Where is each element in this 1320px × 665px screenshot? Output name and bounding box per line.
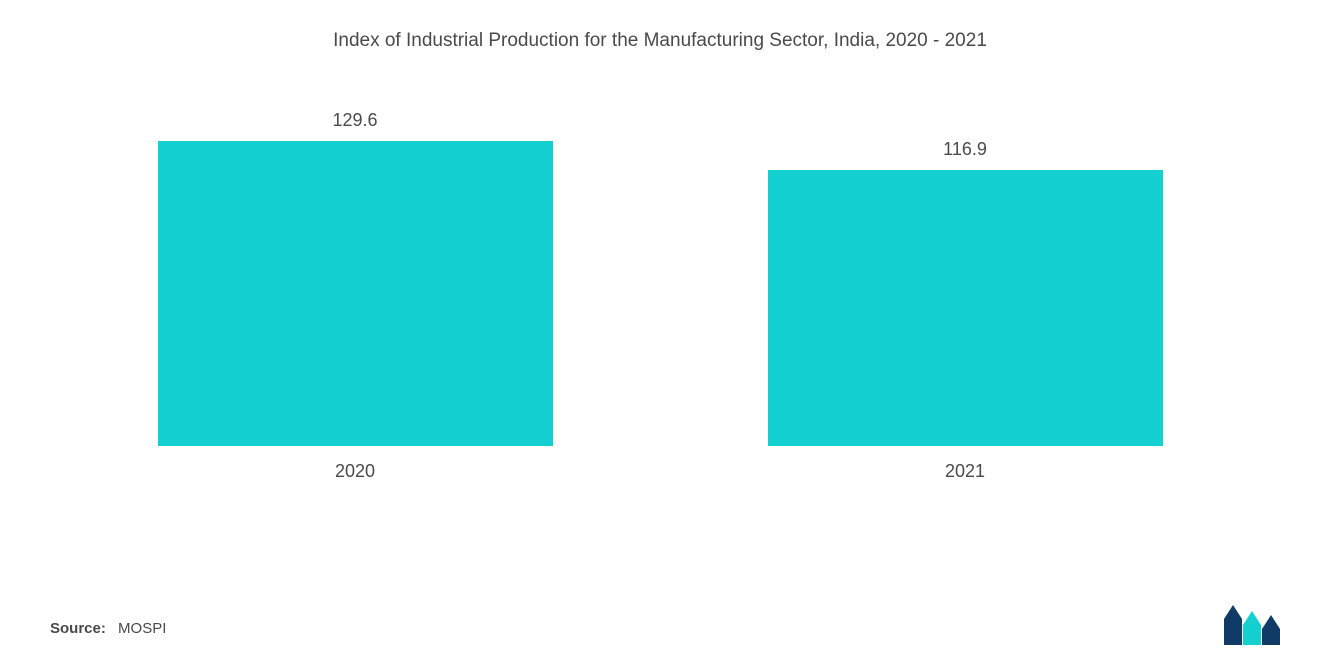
bar-group-2020: 129.6 2020 [158,110,553,482]
source-value: MOSPI [118,620,166,637]
source-label: Source: [50,620,106,637]
bar-value-label: 129.6 [332,110,377,131]
chart-title: Index of Industrial Production for the M… [50,30,1270,52]
source-attribution: Source: MOSPI [50,620,166,637]
bar-2020 [158,141,553,446]
bars-area: 129.6 2020 116.9 2021 [50,152,1270,482]
chart-container: Index of Industrial Production for the M… [0,0,1320,665]
bar-2021 [768,170,1163,446]
bar-category-label: 2021 [945,461,985,482]
brand-logo [1224,605,1280,645]
logo-icon [1224,605,1280,645]
bar-value-label: 116.9 [943,139,987,160]
bar-group-2021: 116.9 2021 [768,139,1163,482]
bar-category-label: 2020 [335,461,375,482]
